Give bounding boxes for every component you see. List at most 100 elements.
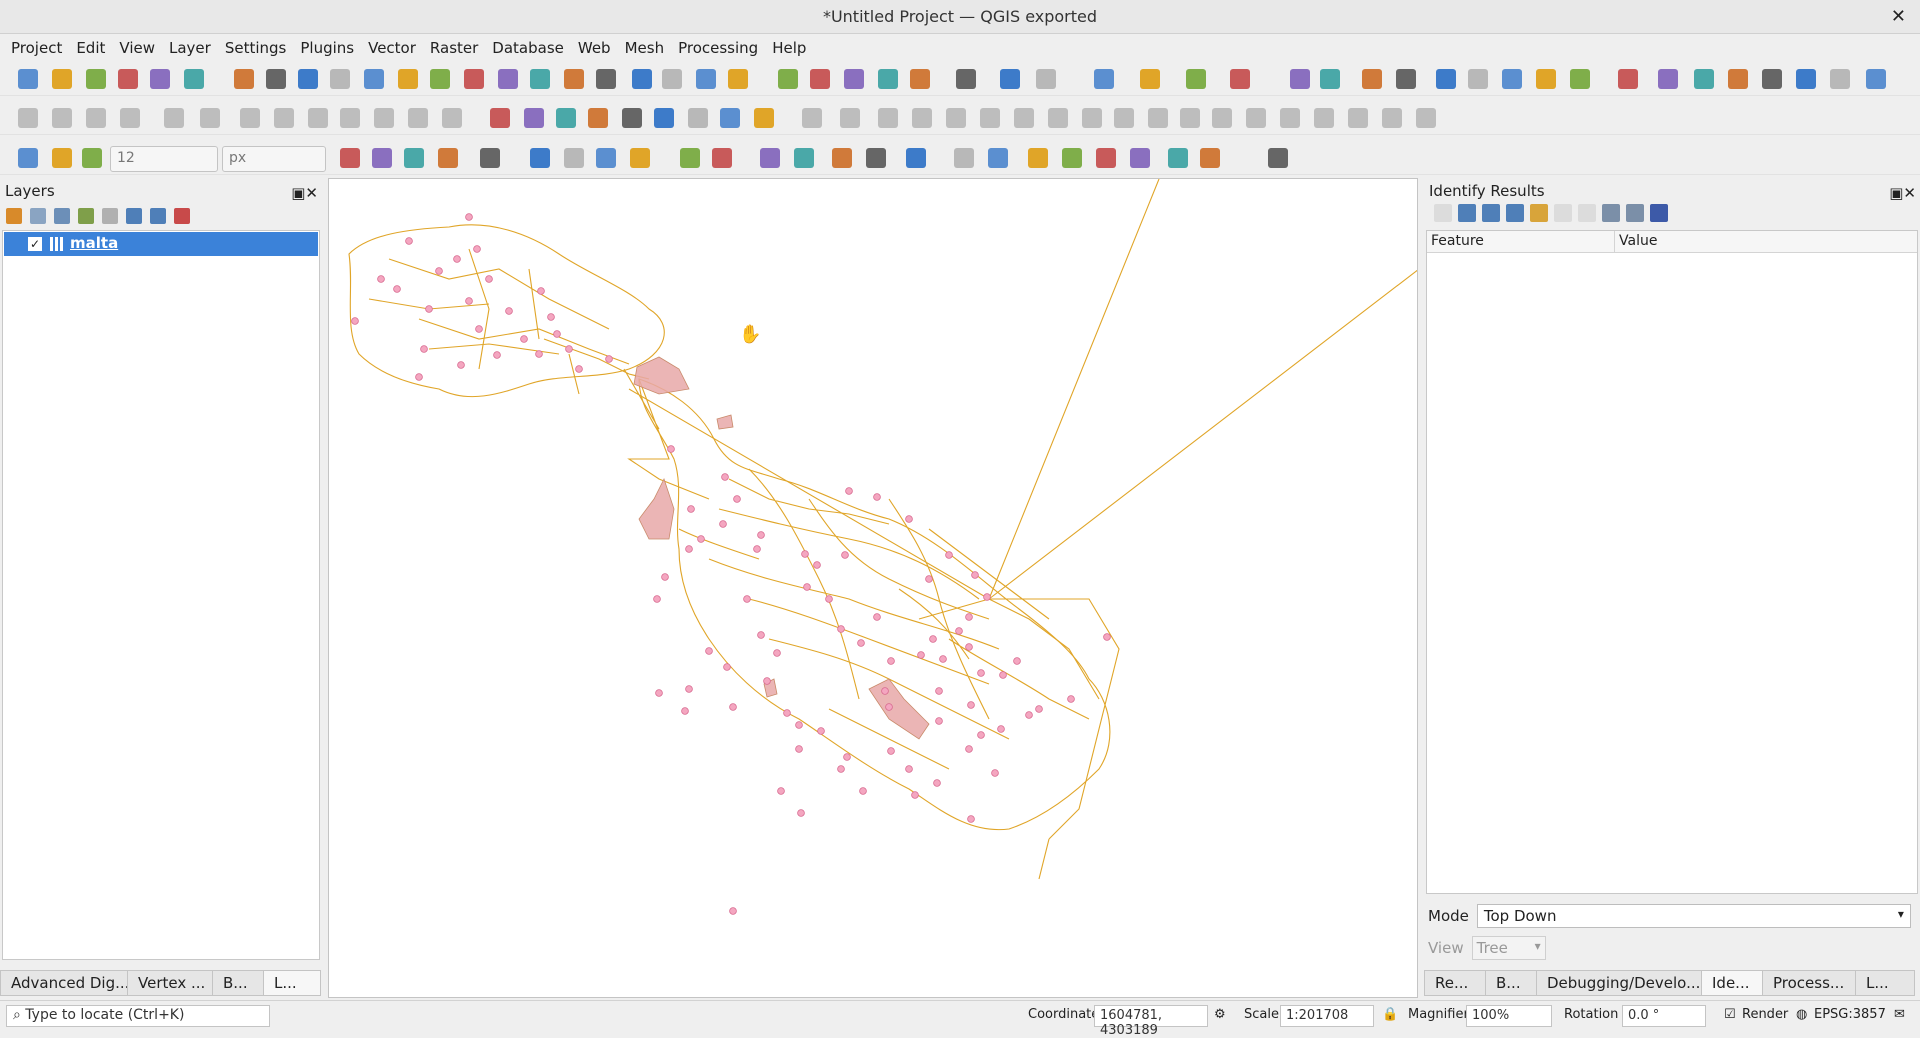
map-point[interactable] (991, 769, 999, 777)
shape-4-icon[interactable] (978, 106, 1002, 130)
map-point[interactable] (873, 613, 881, 621)
map-point[interactable] (605, 355, 613, 363)
add-line-icon[interactable] (118, 106, 142, 130)
globe-icon[interactable]: ◍ (1796, 1007, 1808, 1022)
map-point[interactable] (967, 815, 975, 823)
refresh-icon[interactable] (726, 67, 750, 91)
map-point[interactable] (803, 583, 811, 591)
menu-settings[interactable]: Settings (224, 39, 287, 57)
shape-9-icon[interactable] (1146, 106, 1170, 130)
snap-mode-icon[interactable] (50, 146, 74, 170)
shape-11-icon[interactable] (1210, 106, 1234, 130)
panel-float-close-icon[interactable]: ▣✕ (291, 184, 318, 202)
save-as-icon[interactable] (116, 67, 140, 91)
add-group-icon[interactable] (30, 208, 46, 224)
map-point[interactable] (887, 657, 895, 665)
redo-icon[interactable] (440, 106, 464, 130)
map-point[interactable] (687, 505, 695, 513)
zoom-layer-icon[interactable] (428, 67, 452, 91)
label-move-icon[interactable] (1434, 67, 1458, 91)
map-point[interactable] (723, 663, 731, 671)
map-point[interactable] (377, 275, 385, 283)
expand-all-icon[interactable] (1506, 204, 1524, 222)
undo-icon[interactable] (406, 106, 430, 130)
map-point[interactable] (983, 593, 991, 601)
shape-8-icon[interactable] (1112, 106, 1136, 130)
collapse-all-icon[interactable] (150, 208, 166, 224)
map-point[interactable] (351, 317, 359, 325)
identify-settings-icon[interactable] (1626, 204, 1644, 222)
save-project-icon[interactable] (84, 67, 108, 91)
map-point[interactable] (653, 595, 661, 603)
toggle-edit-icon[interactable] (16, 106, 40, 130)
menu-view[interactable]: View (119, 39, 155, 57)
map-point[interactable] (795, 745, 803, 753)
measure-angle-icon[interactable] (800, 106, 824, 130)
map-point[interactable] (935, 717, 943, 725)
menu-processing[interactable]: Processing (678, 39, 759, 57)
map-point[interactable] (1067, 695, 1075, 703)
topological-icon[interactable] (338, 146, 362, 170)
layer-name[interactable]: malta (70, 234, 119, 252)
new-project-icon[interactable] (16, 67, 40, 91)
tab-browser[interactable]: B... (212, 970, 264, 996)
map-point[interactable] (977, 669, 985, 677)
map-point[interactable] (661, 573, 669, 581)
style-manager-icon[interactable] (6, 208, 22, 224)
map-point[interactable] (685, 545, 693, 553)
menu-raster[interactable]: Raster (429, 39, 479, 57)
tab-processing[interactable]: Process... (1762, 970, 1856, 996)
paste-icon[interactable] (372, 106, 396, 130)
map-point[interactable] (473, 245, 481, 253)
close-icon[interactable]: ✕ (1890, 6, 1906, 27)
map-point[interactable] (773, 649, 781, 657)
map-point[interactable] (655, 689, 663, 697)
tab-vertex-editor[interactable]: Vertex ... (127, 970, 213, 996)
map-point[interactable] (905, 765, 913, 773)
zoom-full-icon[interactable] (362, 67, 386, 91)
tools-icon[interactable] (904, 146, 928, 170)
map-point[interactable] (783, 709, 791, 717)
label-icon[interactable] (1360, 67, 1384, 91)
map-point[interactable] (999, 671, 1007, 679)
expand-tree-icon[interactable] (1434, 204, 1452, 222)
node-icon[interactable] (1692, 67, 1716, 91)
temporal-icon[interactable] (694, 67, 718, 91)
map-point[interactable] (837, 765, 845, 773)
shape-13-icon[interactable] (1278, 106, 1302, 130)
map-point[interactable] (425, 305, 433, 313)
map-point[interactable] (493, 351, 501, 359)
menu-plugins[interactable]: Plugins (300, 39, 355, 57)
map-point[interactable] (1025, 711, 1033, 719)
bookmark-icon[interactable] (630, 67, 654, 91)
sum-icon[interactable] (876, 67, 900, 91)
map-point[interactable] (415, 373, 423, 381)
zoom-native-icon[interactable] (462, 67, 486, 91)
ruler-icon[interactable] (710, 146, 734, 170)
select-location-icon[interactable] (1228, 67, 1252, 91)
column-feature[interactable]: Feature (1427, 231, 1615, 252)
print-icon[interactable] (1578, 204, 1596, 222)
capture-icon[interactable] (1026, 146, 1050, 170)
map-point[interactable] (393, 285, 401, 293)
info-icon[interactable] (1166, 146, 1190, 170)
clear-results-icon[interactable] (1530, 204, 1548, 222)
copy-icon[interactable] (338, 106, 362, 130)
map-point[interactable] (859, 787, 867, 795)
add-point-icon[interactable] (162, 106, 186, 130)
map-point[interactable] (795, 721, 803, 729)
shape-12-icon[interactable] (1244, 106, 1268, 130)
map-point[interactable] (777, 787, 785, 795)
map-point[interactable] (843, 753, 851, 761)
deselect-icon[interactable] (1184, 67, 1208, 91)
show-bookmarks-icon[interactable] (660, 67, 684, 91)
film-icon[interactable] (718, 106, 742, 130)
map-point[interactable] (997, 725, 1005, 733)
vertex-icon[interactable] (198, 106, 222, 130)
shape-7-icon[interactable] (1080, 106, 1104, 130)
map-point[interactable] (535, 350, 543, 358)
cube-2-icon[interactable] (864, 146, 888, 170)
shape-3-icon[interactable] (944, 106, 968, 130)
map-point[interactable] (1013, 657, 1021, 665)
map-point[interactable] (857, 639, 865, 647)
